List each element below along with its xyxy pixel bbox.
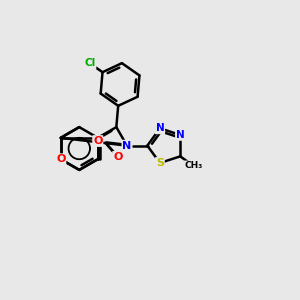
Text: CH₃: CH₃ — [184, 161, 202, 170]
Text: O: O — [56, 154, 65, 164]
Text: Cl: Cl — [84, 58, 95, 68]
Text: O: O — [93, 136, 103, 146]
Text: N: N — [155, 123, 164, 133]
Text: O: O — [113, 152, 122, 162]
Text: N: N — [122, 141, 132, 151]
Text: S: S — [156, 158, 164, 168]
Text: N: N — [176, 130, 184, 140]
